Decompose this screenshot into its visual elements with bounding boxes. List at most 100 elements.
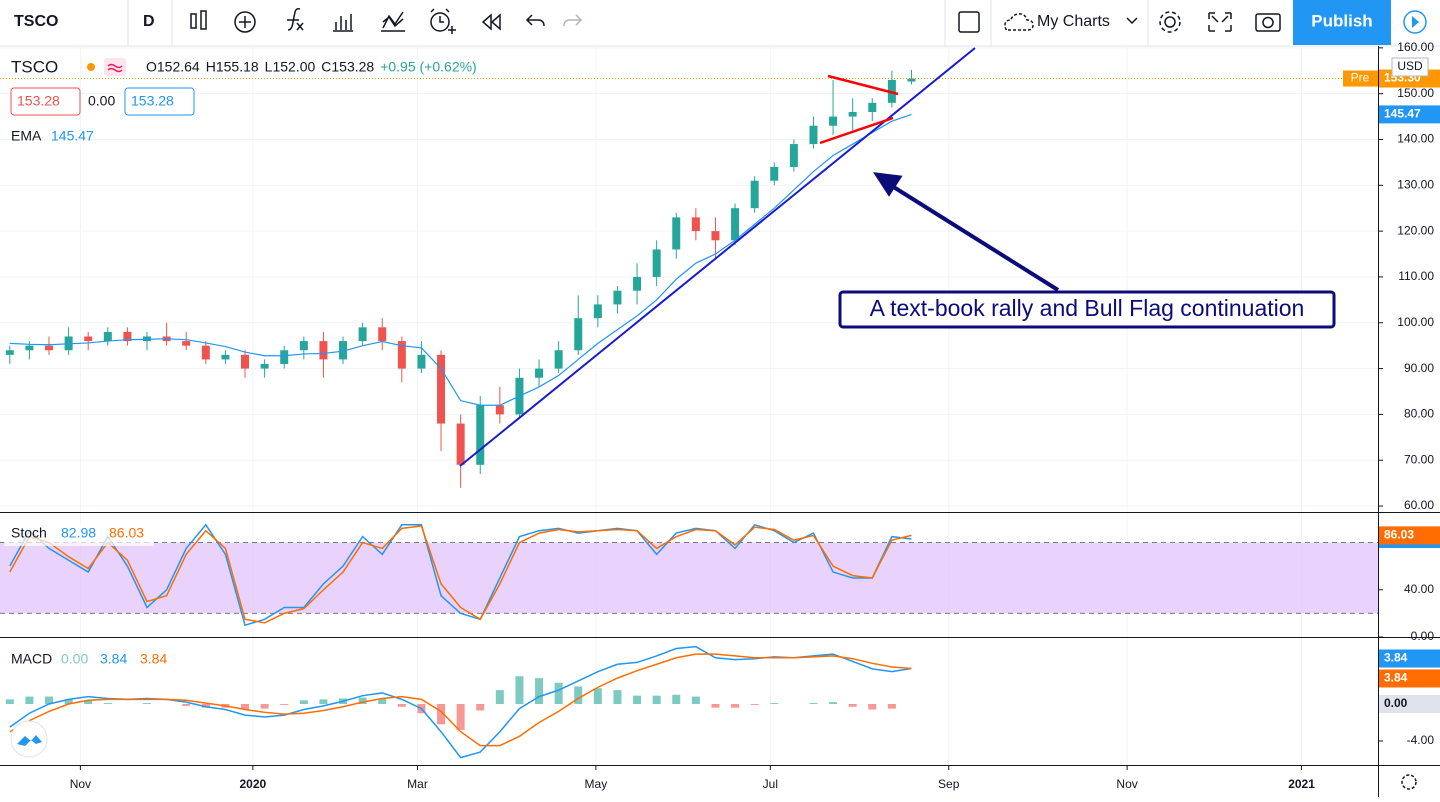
histogram-bar [495, 690, 504, 704]
legend-stoch-d: 86.03 [109, 525, 144, 541]
legend-box-value: 153.28 [131, 93, 174, 109]
candle-body [495, 405, 504, 415]
histogram-bar [652, 695, 661, 704]
candle-body [123, 331, 132, 342]
legend-ohlc: H155.18 [206, 59, 259, 75]
legend-stoch-k: 82.98 [61, 525, 96, 541]
histogram-bar [299, 700, 308, 704]
legend-ohlc: C153.28 [321, 59, 374, 75]
stoch-line [9, 525, 912, 624]
histogram-bar [868, 703, 877, 710]
candle-body [378, 327, 387, 342]
histogram-bar [476, 703, 485, 711]
histogram-bar [848, 703, 857, 707]
candle-body [633, 276, 642, 291]
redo-icon[interactable] [563, 14, 583, 27]
legend-box-value: 0.00 [88, 93, 115, 109]
candle-body [201, 345, 210, 360]
candle-body [417, 354, 426, 369]
candle-body [731, 208, 740, 241]
y-tick-label: 150.00 [1397, 86, 1434, 100]
arrow-shaft[interactable] [890, 184, 1060, 292]
y-tick-label: 130.00 [1397, 177, 1434, 191]
legend-change: +0.95 (+0.62%) [380, 59, 477, 75]
histogram-bar [770, 703, 779, 704]
value-tag [1379, 694, 1440, 713]
legend-macd: MACD [11, 651, 52, 667]
histogram-bar [829, 702, 838, 704]
candle-body [437, 354, 446, 424]
compare-icon[interactable] [234, 11, 256, 33]
histogram-bar [84, 700, 93, 704]
play-icon[interactable] [1403, 10, 1427, 34]
alert-icon[interactable] [430, 8, 456, 34]
snapshot-icon[interactable] [1255, 13, 1281, 32]
chart-type-icon[interactable] [190, 10, 207, 30]
templates-icon[interactable] [333, 14, 353, 32]
histogram-bar [182, 703, 191, 706]
stoch-line [9, 523, 912, 627]
indicators-icon[interactable] [287, 8, 304, 31]
candle-body [535, 368, 544, 378]
legend-ohlc: L152.00 [265, 59, 316, 75]
x-tick-label: Nov [1116, 777, 1137, 791]
histogram-bar [535, 678, 544, 704]
compare-lines-icon[interactable] [381, 11, 405, 32]
candle-body [868, 102, 877, 112]
candle-body [456, 423, 465, 465]
y-tick-label: 70.00 [1404, 452, 1434, 466]
legend-macd-hist: 0.00 [61, 651, 88, 667]
histogram-bar [397, 703, 406, 707]
candle-body [907, 78, 916, 82]
interval-button[interactable]: D [143, 13, 155, 30]
fullscreen-icon[interactable] [1208, 12, 1232, 32]
candle-body [770, 166, 779, 181]
histogram-bar [809, 703, 818, 704]
flag-line[interactable] [827, 74, 899, 96]
y-tick-label: 100.00 [1397, 315, 1434, 329]
histogram-bar [358, 697, 367, 704]
legend-box [10, 87, 81, 116]
layout-icon[interactable] [958, 11, 980, 33]
candle-body [221, 354, 230, 360]
candle-body [554, 350, 563, 369]
candle-body [613, 290, 622, 305]
legend: O152.64 H155.18 L152.00 C153.28 +0.95 (+0.62… [4, 59, 477, 667]
histogram-bar [672, 694, 681, 704]
histogram-bar [887, 703, 896, 709]
trend-line[interactable] [459, 47, 976, 467]
histogram-bar [613, 690, 622, 704]
candle-body [241, 354, 250, 369]
histogram-bar [45, 696, 54, 704]
histogram-bar [378, 698, 387, 704]
arrow-head [872, 172, 903, 197]
annotation-box[interactable] [838, 290, 1336, 329]
histogram-bar [241, 703, 250, 710]
dropdown-icon[interactable] [1126, 17, 1138, 25]
publish-button[interactable] [1293, 0, 1391, 45]
settings-gear[interactable] [1401, 774, 1417, 790]
symbol-button[interactable]: TSCO [14, 13, 58, 30]
legend-macd-signal: 3.84 [140, 651, 167, 667]
price-tag-label: 145.47 [1384, 107, 1421, 121]
layout-menu[interactable]: My Charts [1037, 13, 1110, 30]
y-tick-label: 140.00 [1397, 132, 1434, 146]
undo-icon[interactable] [525, 14, 545, 27]
toolbar [0, 0, 1440, 46]
y-tick-label: 40.00 [1404, 582, 1434, 596]
histogram-bar [201, 703, 210, 708]
plot-area: Nov 2020 Mar May Jul Sep Nov 2021 60.00 70.00 80.0… [0, 40, 1440, 791]
x-tick-label: Nov [70, 777, 91, 791]
flag-line[interactable] [819, 116, 894, 145]
legend-box [124, 87, 195, 116]
value-tag-label: 86.03 [1384, 528, 1414, 542]
legend-ohlc: O152.64 [146, 59, 200, 75]
value-tag [1379, 669, 1440, 688]
settings-icon[interactable] [1164, 16, 1176, 28]
histogram-bar [64, 699, 73, 704]
replay-icon[interactable] [481, 13, 501, 31]
publish-label[interactable]: Publish [1311, 11, 1372, 30]
value-tag-label: 0.00 [1384, 696, 1408, 710]
currency-box [1391, 57, 1429, 77]
